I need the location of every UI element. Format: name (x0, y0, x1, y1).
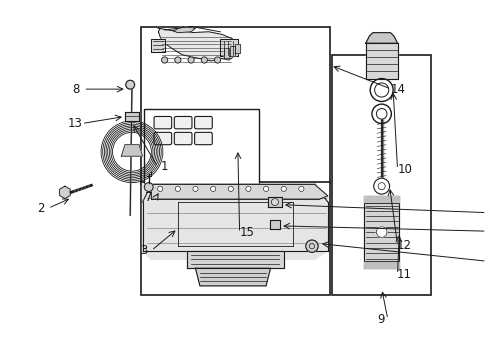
Circle shape (378, 183, 385, 190)
Circle shape (375, 83, 389, 97)
Circle shape (374, 178, 390, 194)
Polygon shape (220, 39, 238, 57)
Circle shape (215, 57, 220, 63)
Polygon shape (364, 261, 399, 268)
Polygon shape (364, 196, 399, 268)
Text: 12: 12 (397, 239, 412, 252)
Polygon shape (122, 145, 143, 156)
Text: 1: 1 (161, 160, 169, 173)
Polygon shape (151, 184, 328, 199)
Text: 3: 3 (141, 244, 148, 257)
Polygon shape (187, 251, 284, 268)
Text: 7: 7 (145, 191, 152, 204)
Circle shape (306, 240, 318, 252)
FancyBboxPatch shape (154, 117, 172, 129)
Circle shape (299, 186, 304, 192)
Polygon shape (224, 48, 229, 58)
Bar (145, 109, 259, 184)
Circle shape (376, 227, 387, 237)
FancyBboxPatch shape (195, 117, 212, 129)
Polygon shape (151, 39, 165, 52)
Text: 10: 10 (397, 163, 412, 176)
Bar (141, 182, 330, 295)
Circle shape (145, 183, 153, 192)
Circle shape (246, 186, 251, 192)
Circle shape (188, 57, 194, 63)
Bar (332, 55, 431, 295)
Circle shape (228, 186, 233, 192)
Polygon shape (364, 196, 399, 203)
Circle shape (158, 186, 163, 192)
Polygon shape (196, 268, 270, 286)
Bar (141, 27, 330, 184)
Circle shape (193, 186, 198, 192)
Circle shape (271, 198, 278, 206)
Circle shape (126, 80, 135, 89)
Polygon shape (235, 44, 241, 53)
Circle shape (370, 78, 393, 102)
Polygon shape (230, 46, 235, 55)
Text: 11: 11 (397, 268, 412, 281)
Circle shape (376, 108, 387, 119)
Circle shape (372, 104, 392, 123)
Text: 13: 13 (67, 117, 82, 130)
Circle shape (201, 57, 207, 63)
Polygon shape (268, 197, 282, 207)
FancyBboxPatch shape (174, 117, 192, 129)
Text: 9: 9 (377, 313, 385, 326)
Circle shape (175, 186, 180, 192)
Polygon shape (173, 27, 196, 33)
Polygon shape (366, 33, 397, 43)
Text: 2: 2 (37, 202, 45, 215)
Polygon shape (156, 27, 238, 61)
Circle shape (175, 57, 181, 63)
Polygon shape (60, 186, 70, 198)
Text: 15: 15 (239, 226, 254, 239)
Polygon shape (125, 112, 139, 121)
Circle shape (281, 186, 286, 192)
Text: 14: 14 (391, 83, 406, 96)
Circle shape (211, 186, 216, 192)
Polygon shape (143, 184, 328, 260)
Polygon shape (366, 43, 397, 78)
FancyBboxPatch shape (174, 132, 192, 145)
Polygon shape (270, 220, 280, 229)
Circle shape (264, 186, 269, 192)
Circle shape (162, 57, 168, 63)
FancyBboxPatch shape (154, 132, 172, 145)
Text: 8: 8 (73, 83, 80, 96)
FancyBboxPatch shape (195, 132, 212, 145)
